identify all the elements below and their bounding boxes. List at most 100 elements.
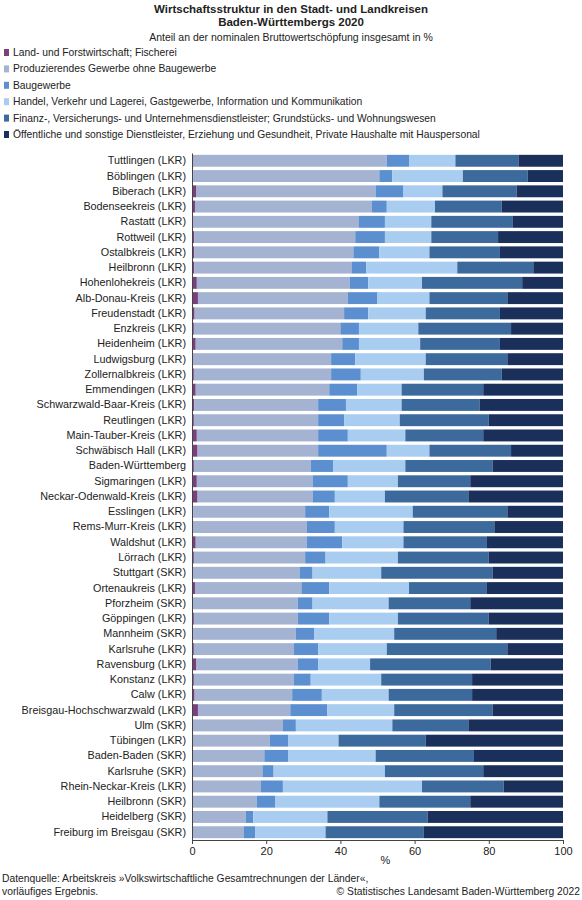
subtitle: Anteil an der nominalen Bruttowertschöpf… xyxy=(149,31,433,43)
bar-segment xyxy=(298,613,330,625)
bar-segment xyxy=(528,170,563,182)
bar-segment xyxy=(283,780,422,792)
bar-segment xyxy=(426,735,563,747)
bar-segment xyxy=(376,185,404,197)
bar-segment xyxy=(392,719,468,731)
bar-segment xyxy=(472,689,563,701)
bar-segment xyxy=(455,155,518,167)
bar-segment xyxy=(376,750,474,762)
bar-segment xyxy=(307,521,335,533)
bar-segment xyxy=(322,689,389,701)
bar-segment xyxy=(314,628,394,640)
y-tick: Mannheim (SKR) xyxy=(103,627,186,639)
bar-segment xyxy=(372,201,387,213)
bar-segment xyxy=(378,292,430,304)
bar-segment xyxy=(426,307,500,319)
bar-segment xyxy=(335,521,404,533)
bar-segment xyxy=(353,246,379,258)
y-tick: Zollernalbkreis (LKR) xyxy=(85,368,186,380)
bar-segment xyxy=(194,231,355,243)
y-tick: Rems-Murr-Kreis (LKR) xyxy=(73,520,186,532)
bar-segment xyxy=(470,796,563,808)
bar-segment xyxy=(305,552,325,564)
bar-segment xyxy=(511,445,563,457)
bar-segment xyxy=(198,445,319,457)
bar-segment xyxy=(409,155,455,167)
bar-segment xyxy=(355,353,425,365)
bar-segment xyxy=(424,826,563,838)
y-tick-label: Ulm (SKR) xyxy=(134,719,186,731)
bar-segment xyxy=(193,353,331,365)
y-tick: Main-Tauber-Kreis (LKR) xyxy=(67,429,186,441)
y-tick-label: Ortenaukreis (LKR) xyxy=(93,582,186,594)
bar-segment xyxy=(400,414,489,426)
bar-segment xyxy=(318,430,348,442)
bar-segment xyxy=(196,185,375,197)
y-tick-label: Biberach (LKR) xyxy=(112,185,186,197)
bar-segment xyxy=(457,262,533,274)
y-tick: Rhein-Neckar-Kreis (LKR) xyxy=(61,780,186,792)
bar-segment xyxy=(422,780,504,792)
y-tick-label: Rottweil (LKR) xyxy=(116,231,186,243)
y-tick: Göppingen (LKR) xyxy=(102,612,186,624)
bar-segment xyxy=(313,491,335,503)
bar-segment xyxy=(294,674,311,686)
bar-segment xyxy=(507,506,563,518)
y-tick: Pforzheim (SKR) xyxy=(105,597,186,609)
y-tick-label: Calw (LKR) xyxy=(131,688,186,700)
bar-segment xyxy=(402,384,484,396)
bar-segment xyxy=(192,811,245,823)
bar-segment xyxy=(193,216,358,228)
y-tick: Ostalbkreis (LKR) xyxy=(101,246,186,258)
y-tick-label: Sigmaringen (LKR) xyxy=(94,475,186,487)
bar-segment xyxy=(394,704,492,716)
bars xyxy=(192,155,563,838)
bar-segment xyxy=(196,658,297,670)
y-tick: Breisgau-Hochschwarzwald (LKR) xyxy=(22,704,186,716)
bar-segment xyxy=(197,430,318,442)
y-tick: Rottweil (LKR) xyxy=(116,231,186,243)
y-tick-label: Ostalbkreis (LKR) xyxy=(101,246,186,258)
x-tick-mark xyxy=(340,840,341,844)
bar-segment xyxy=(402,399,480,411)
bar-segment xyxy=(442,185,516,197)
bar-segment xyxy=(428,811,563,823)
bar-segment xyxy=(389,597,471,609)
y-tick-label: Heilbronn (LKR) xyxy=(109,261,186,273)
bar-segment xyxy=(500,338,563,350)
y-tick: Baden-Württemberg xyxy=(89,459,186,471)
bar-segment xyxy=(472,674,563,686)
bar-segment xyxy=(194,414,318,426)
x-tick-label: 40 xyxy=(335,845,347,857)
bar-segment xyxy=(327,704,394,716)
bar-segment xyxy=(300,567,313,579)
bar-segment xyxy=(496,628,563,640)
bar-segment xyxy=(313,597,389,609)
y-axis: Tuttlingen (LKR)Böblingen (LKR)Biberach … xyxy=(22,154,193,841)
bar-segment xyxy=(385,231,431,243)
bar-segment xyxy=(329,384,357,396)
source: Datenquelle: Arbeitskreis »Volkswirtscha… xyxy=(2,873,368,884)
bar-segment xyxy=(394,628,496,640)
legend-label: Baugewerbe xyxy=(13,80,71,91)
bar-segment xyxy=(195,201,372,213)
source: vorläufiges Ergebnis. xyxy=(2,886,98,897)
y-tick-label: Heidenheim (LKR) xyxy=(97,337,186,349)
bar-segment xyxy=(346,399,402,411)
bar-segment xyxy=(192,765,262,777)
y-tick: Ulm (SKR) xyxy=(134,719,186,731)
bar-segment xyxy=(262,765,273,777)
legend-label: Produzierendes Gewerbe ohne Baugewerbe xyxy=(13,63,216,74)
bar-segment xyxy=(413,506,508,518)
y-tick: Ludwigsburg (LKR) xyxy=(94,353,186,365)
x-tick: 0 xyxy=(189,840,195,857)
bar-segment xyxy=(335,491,385,503)
x-tick-label: 0 xyxy=(189,845,195,857)
bar-segment xyxy=(493,567,563,579)
bar-segment xyxy=(313,475,348,487)
bar-segment xyxy=(261,780,283,792)
y-tick-label: Rhein-Neckar-Kreis (LKR) xyxy=(61,780,186,792)
y-tick: Bodenseekreis (LKR) xyxy=(83,200,186,212)
bar-segment xyxy=(194,613,298,625)
bar-segment xyxy=(298,658,318,670)
